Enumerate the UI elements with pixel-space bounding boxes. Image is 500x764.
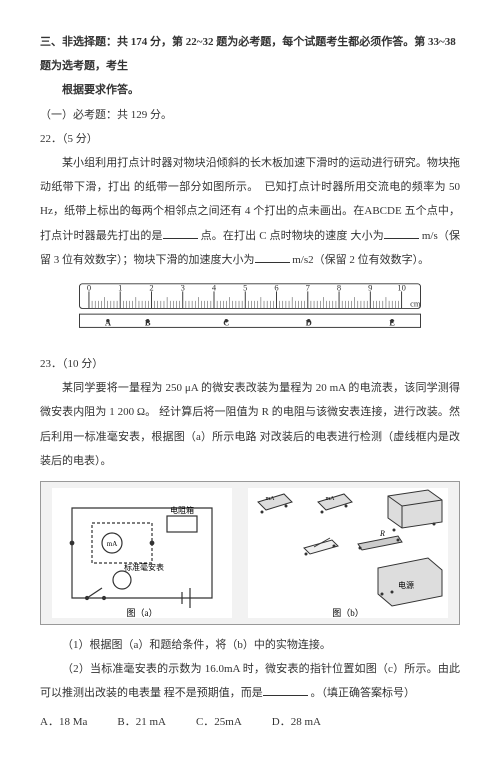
svg-text:D: D	[306, 317, 312, 327]
section-line2: 根据要求作答。	[40, 78, 460, 102]
svg-text:3: 3	[181, 282, 185, 292]
option-b: B．21 mA	[117, 710, 166, 734]
q23-number: 23．（10 分）	[40, 352, 460, 376]
svg-text:B: B	[145, 317, 151, 327]
figb-caption: 图（b）	[332, 608, 364, 618]
subsection-1: （一）必考题：共 129 分。	[40, 103, 460, 127]
q22-body: 某小组利用打点计时器对物块沿倾斜的长木板加速下滑时的运动进行研究。物块拖动纸带下…	[40, 151, 460, 272]
svg-text:9: 9	[368, 282, 372, 292]
svg-text:10: 10	[397, 282, 406, 292]
option-a: A．18 Ma	[40, 710, 87, 734]
q23-sub2c: 。（填正确答案标号）	[311, 687, 416, 699]
rbox-label: 电阻箱	[170, 505, 194, 515]
q23-sub2b: 程不是预期值，而是	[164, 687, 263, 699]
R-label: R	[379, 529, 385, 538]
figure-a: mA 电阻箱 标准毫安表 图（a）	[52, 488, 232, 618]
svg-text:E: E	[389, 317, 395, 327]
q22-p3b: 点。在打出 C 点时物块的速度	[201, 230, 348, 242]
ruler-svg: 0 1 2 3 4 5 6 7 8 9 10 cm A B C D E	[70, 280, 430, 335]
blank-velocity	[384, 227, 419, 239]
option-d: D．28 mA	[272, 710, 321, 734]
circuit-box: mA 电阻箱 标准毫安表 图（a）	[40, 481, 460, 625]
options-row: A．18 Ma B．21 mA C．25mA D．28 mA	[40, 710, 460, 734]
svg-text:5: 5	[243, 282, 247, 292]
src-label: 电源	[398, 580, 414, 590]
m2-label: mA	[326, 496, 336, 502]
svg-text:8: 8	[337, 282, 341, 292]
svg-text:2: 2	[149, 282, 153, 292]
section-header: 三、非选择题：共 174 分，第 22~32 题为必考题，每个试题考生都必须作答…	[40, 30, 460, 78]
section-line1: 三、非选择题：共 174 分，第 22~32 题为必考题，每个试题考生都必须作答…	[40, 36, 456, 72]
svg-text:1: 1	[118, 282, 122, 292]
q22-p4a: 大小为	[350, 230, 383, 242]
blank-point	[163, 227, 198, 239]
figa-caption: 图（a）	[127, 608, 158, 618]
q22-number: 22．（5 分）	[40, 127, 460, 151]
q23-sub2: （2）当标准毫安表的示数为 16.0mA 时，微安表的指针位置如图（c）所示。由…	[40, 657, 460, 705]
svg-text:6: 6	[274, 282, 278, 292]
option-c: C．25mA	[196, 710, 242, 734]
tape-labels: A B C D E	[105, 317, 395, 327]
q22-p4c: m/s2（保留 2 位有效数字）。	[292, 254, 429, 266]
ruler-figure: 0 1 2 3 4 5 6 7 8 9 10 cm A B C D E	[40, 280, 460, 344]
svg-text:4: 4	[212, 282, 217, 292]
blank-range	[263, 684, 308, 696]
m1-label: mA	[266, 496, 276, 502]
blank-accel	[255, 251, 290, 263]
svg-text:0: 0	[87, 282, 91, 292]
q23-body: 某同学要将一量程为 250 μA 的微安表改装为量程为 20 mA 的电流表，该…	[40, 376, 460, 473]
q23-sub1: （1）根据图（a）和题给条件，将（b）中的实物连接。	[40, 633, 460, 657]
mA-label: mA	[107, 540, 118, 548]
ruler-ticks	[89, 291, 402, 308]
svg-text:A: A	[105, 317, 112, 327]
ruler-unit: cm	[410, 298, 421, 308]
svg-text:C: C	[223, 317, 229, 327]
std-label: 标准毫安表	[124, 562, 164, 572]
svg-text:7: 7	[306, 282, 311, 292]
figure-b: mA mA R 电源 图（b）	[248, 488, 448, 618]
